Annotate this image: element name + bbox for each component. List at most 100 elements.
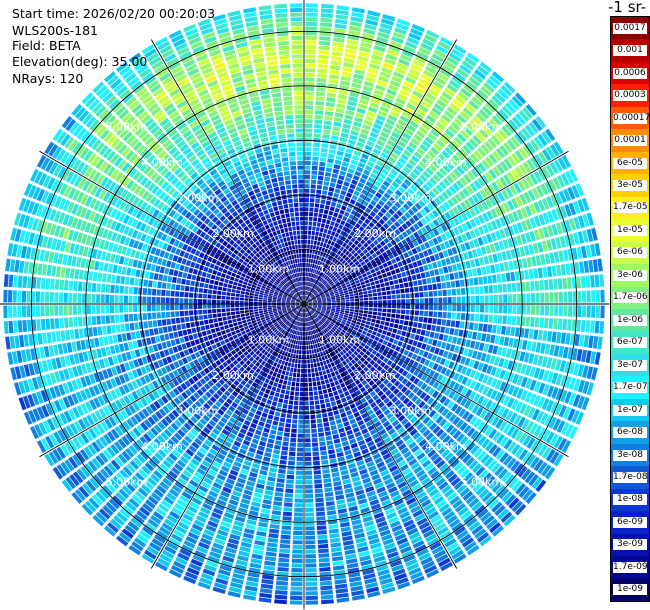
range-gate-cell [423, 310, 429, 317]
range-gate-cell [353, 239, 360, 246]
range-gate-cell [395, 123, 405, 131]
range-gate-cell [544, 305, 550, 316]
range-gate-cell [304, 429, 311, 434]
range-gate-cell [299, 396, 304, 401]
range-gate-cell [428, 110, 439, 120]
range-gate-cell [497, 88, 509, 100]
range-gate-cell [264, 451, 272, 458]
range-gate-cell [380, 152, 389, 160]
range-gate-cell [438, 349, 445, 357]
range-gate-cell [366, 140, 375, 147]
range-gate-cell [448, 239, 455, 247]
range-gate-cell [523, 269, 530, 280]
range-gate-cell [405, 380, 412, 388]
range-gate-cell [394, 221, 401, 228]
range-gate-cell [317, 270, 321, 276]
range-gate-cell [309, 268, 312, 273]
range-gate-cell [499, 216, 507, 227]
range-gate-cell [269, 467, 278, 473]
range-gate-cell [528, 121, 539, 134]
range-gate-cell [277, 562, 290, 568]
range-gate-cell [386, 260, 393, 266]
range-gate-cell [386, 118, 396, 126]
range-gate-cell [441, 150, 451, 159]
range-gate-cell [336, 328, 341, 333]
range-gate-cell [332, 270, 337, 275]
range-gate-cell [529, 366, 536, 378]
range-gate-cell [330, 546, 342, 553]
range-gate-cell [322, 323, 327, 328]
range-gate-cell [328, 267, 333, 272]
range-gate-cell [299, 340, 302, 346]
range-gate-cell [514, 446, 525, 458]
range-gate-cell [491, 181, 500, 192]
range-gate-cell [493, 194, 502, 205]
range-gate-cell [401, 84, 413, 93]
range-gate-cell [264, 490, 274, 496]
range-gate-cell [304, 202, 309, 207]
range-gate-cell [343, 317, 348, 321]
range-gate-cell [499, 436, 509, 448]
range-gate-cell [356, 229, 362, 236]
range-gate-cell [363, 119, 373, 127]
range-gate-cell [385, 286, 391, 291]
range-gate-cell [457, 506, 469, 517]
range-gate-cell [427, 397, 435, 406]
range-gate-cell [394, 201, 402, 209]
range-gate-cell [386, 88, 397, 96]
range-gate-cell [277, 402, 283, 408]
range-gate-cell [401, 231, 409, 238]
range-gate-cell [414, 292, 420, 298]
range-gate-cell [477, 147, 487, 158]
range-gate-cell [427, 248, 433, 256]
range-gate-cell [481, 200, 489, 211]
range-gate-cell [552, 177, 562, 190]
range-gate-cell [537, 241, 544, 253]
range-gate-cell [447, 289, 452, 296]
range-gate-cell [350, 306, 355, 310]
range-gate-cell [350, 220, 357, 226]
range-gate-cell [364, 267, 370, 273]
range-gate-cell [339, 521, 350, 528]
range-gate-cell [304, 253, 307, 258]
range-gate-cell [564, 234, 571, 247]
range-gate-cell [323, 274, 327, 279]
range-gate-cell [307, 297, 311, 301]
range-gate-cell [382, 340, 388, 346]
range-gate-cell [390, 344, 397, 350]
range-gate-cell [294, 344, 298, 350]
range-gate-cell [537, 461, 548, 475]
range-gate-cell [347, 266, 353, 272]
range-gate-cell [334, 395, 340, 401]
range-gate-cell [436, 365, 443, 373]
range-gate-cell [354, 223, 361, 229]
range-gate-cell [395, 22, 409, 31]
range-gate-cell [425, 344, 432, 352]
range-gate-cell [385, 249, 392, 255]
range-gate-cell [282, 356, 287, 361]
range-gate-cell [294, 391, 299, 396]
range-gate-cell [276, 363, 281, 369]
range-gate-cell [495, 379, 503, 390]
range-gate-cell [473, 371, 481, 381]
range-gate-cell [428, 311, 433, 317]
range-gate-cell [280, 412, 287, 418]
range-gate-cell [359, 132, 368, 140]
range-gate-cell [311, 175, 317, 180]
range-gate-cell [368, 300, 373, 304]
range-gate-cell [310, 240, 314, 245]
range-gate-cell [439, 418, 448, 427]
range-gate-cell [304, 137, 312, 142]
range-gate-cell [383, 408, 391, 416]
range-gate-cell [365, 225, 372, 232]
range-gate-cell [510, 248, 517, 259]
range-gate-cell [397, 414, 406, 422]
range-gate-cell [600, 305, 605, 319]
range-gate-cell [400, 246, 407, 253]
range-gate-cell [334, 188, 341, 194]
range-gate-cell [414, 202, 422, 211]
range-gate-cell [341, 236, 347, 242]
range-gate-cell [328, 78, 339, 85]
range-gate-cell [460, 243, 467, 252]
range-gate-cell [420, 235, 428, 243]
